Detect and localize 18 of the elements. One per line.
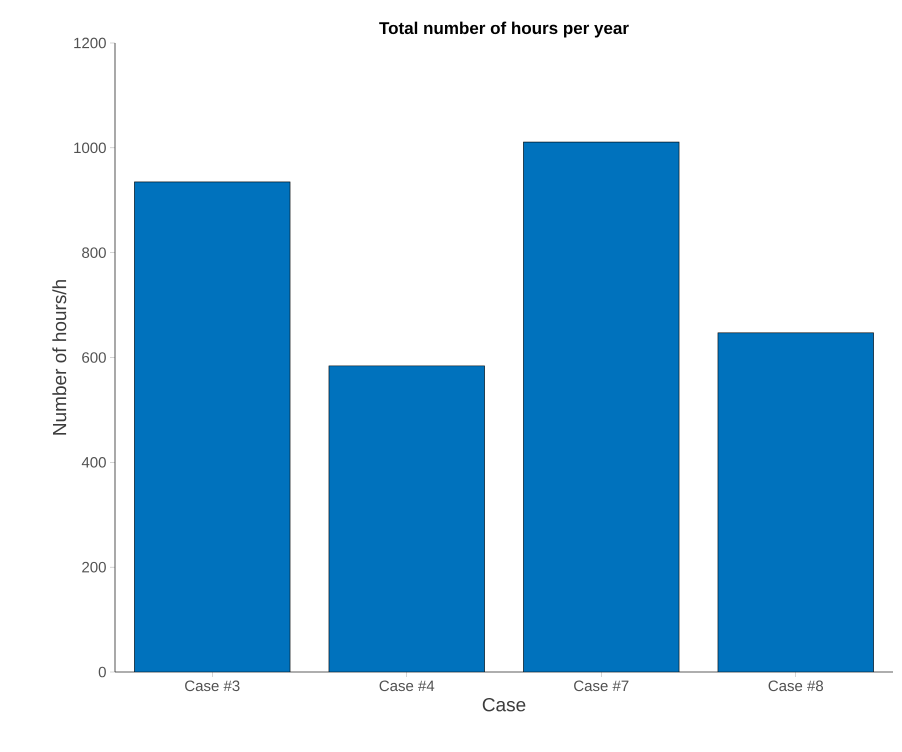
y-tick-label: 600 (82, 352, 106, 363)
y-tick-label: 800 (82, 247, 106, 258)
y-tick-label: 400 (82, 457, 106, 468)
bar (523, 142, 680, 672)
x-tick-label: Case #3 (185, 680, 240, 692)
y-tick-label: 1000 (74, 142, 106, 154)
y-tick-label: 200 (82, 562, 106, 572)
bar (134, 182, 290, 672)
x-tick-label: Case #4 (380, 680, 434, 692)
y-axis-title: Number of hours/h (52, 280, 66, 435)
x-tick-label: Case #8 (768, 680, 824, 692)
chart-title: Total number of hours per year (379, 22, 629, 38)
x-tick-label: Case #7 (574, 680, 628, 692)
y-tick-label: 1200 (74, 38, 106, 48)
x-axis-title: Case (482, 698, 526, 712)
bar (328, 366, 485, 672)
bar (718, 332, 874, 672)
y-tick-label: 0 (98, 666, 106, 678)
